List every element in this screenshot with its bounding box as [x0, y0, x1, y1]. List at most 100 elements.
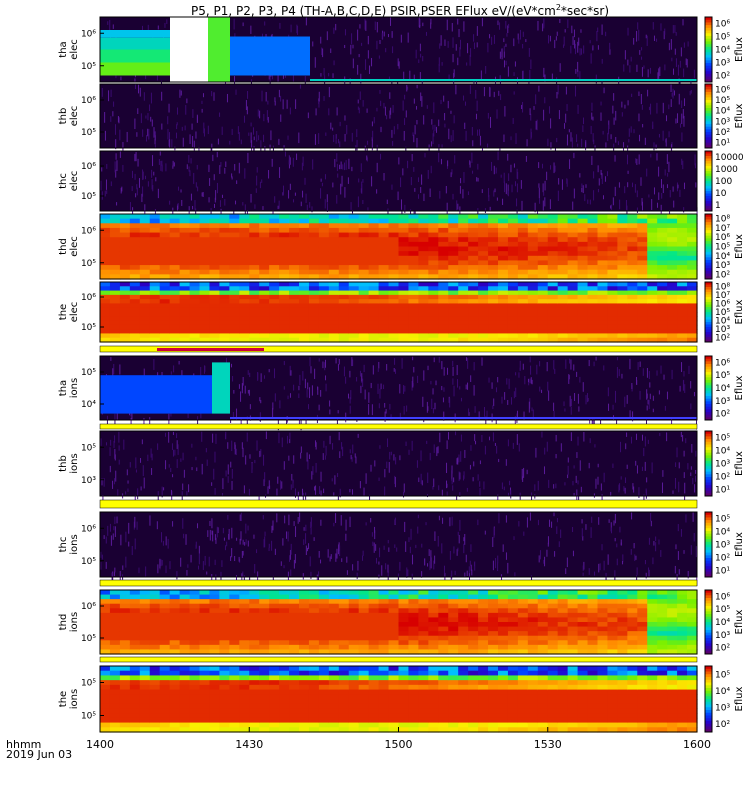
- spectrogram-cell: [547, 218, 559, 224]
- noise-speck: [211, 530, 213, 535]
- noise-speck: [326, 203, 328, 212]
- spectrogram-cell: [398, 246, 410, 252]
- noise-speck: [609, 42, 611, 50]
- noise-speck: [653, 187, 655, 195]
- spectrogram-cell: [398, 603, 410, 609]
- noise-speck: [417, 514, 419, 519]
- colorbar-segment: [705, 571, 712, 575]
- noise-speck: [558, 110, 560, 120]
- noise-speck: [161, 91, 163, 101]
- spectrogram-cell: [358, 307, 370, 313]
- noise-speck: [334, 475, 336, 485]
- spectrogram-cell: [229, 333, 240, 339]
- noise-speck: [459, 39, 461, 50]
- noise-speck: [513, 536, 515, 540]
- spectrogram-cell: [328, 299, 340, 305]
- spectrogram-cell: [219, 612, 230, 619]
- spectrogram-cell: [229, 282, 240, 287]
- noise-speck: [568, 129, 570, 133]
- noise-speck: [432, 133, 434, 145]
- noise-speck: [404, 118, 406, 126]
- noise-speck: [394, 475, 396, 484]
- spectrogram-cell: [328, 644, 340, 651]
- noise-speck: [649, 382, 651, 388]
- spectrogram-cell: [657, 274, 668, 280]
- noise-speck: [325, 132, 327, 136]
- spectrogram-cell: [169, 237, 181, 243]
- spectrogram-cell: [418, 631, 429, 637]
- colorbar-segment: [705, 257, 712, 261]
- spectrogram-cell: [527, 608, 539, 614]
- noise-speck: [441, 385, 443, 391]
- spectrogram-cell: [557, 251, 569, 257]
- spectrogram-cell: [199, 227, 211, 234]
- noise-speck: [446, 483, 448, 488]
- noise-speck: [493, 398, 495, 407]
- spectrogram-cell: [199, 251, 211, 257]
- noise-speck: [616, 543, 618, 548]
- spectrogram-cell: [607, 227, 618, 234]
- spectrogram-cell: [388, 603, 400, 609]
- noise-speck: [638, 487, 640, 498]
- spectrogram-cell: [507, 223, 519, 229]
- spectrogram-cell: [318, 337, 330, 343]
- spectrogram-cell: [438, 312, 449, 317]
- noise-speck: [446, 202, 448, 214]
- noise-speck: [135, 193, 137, 198]
- noise-speck: [345, 160, 347, 170]
- noise-speck: [259, 181, 261, 189]
- colorbar-segment: [705, 94, 712, 98]
- noise-speck: [152, 185, 154, 192]
- spectrogram-cell: [368, 294, 380, 300]
- spectrogram-cell: [547, 612, 559, 619]
- noise-speck: [293, 559, 295, 569]
- spectrogram-cell: [677, 303, 688, 309]
- noise-speck: [653, 540, 655, 546]
- spectrogram-cell: [488, 320, 499, 326]
- spectrogram-cell: [488, 282, 499, 287]
- spectrogram-cell: [159, 324, 171, 330]
- spectrogram-cell: [269, 333, 280, 339]
- noise-speck: [387, 571, 389, 580]
- noise-speck: [383, 31, 385, 37]
- spectrogram-cell: [100, 617, 111, 623]
- noise-speck: [289, 107, 291, 115]
- noise-speck: [352, 58, 354, 69]
- spectrogram-cell: [119, 612, 131, 619]
- spectrogram-cell: [398, 294, 410, 300]
- spectrogram-cell: [577, 251, 589, 257]
- noise-speck: [547, 381, 549, 392]
- noise-speck: [226, 93, 228, 103]
- spectrogram-cell: [637, 312, 648, 317]
- spectrogram-cell: [289, 603, 300, 609]
- spectrogram-cell: [617, 237, 628, 243]
- spectrogram-cell: [677, 223, 688, 229]
- spectrogram-cell: [159, 223, 171, 229]
- spectrogram-cell: [119, 590, 131, 596]
- spectrogram-cell: [100, 599, 111, 605]
- spectrogram-cell: [209, 644, 220, 651]
- spectrogram-cell: [607, 246, 618, 252]
- noise-speck: [304, 75, 306, 86]
- noise-speck: [638, 154, 640, 165]
- noise-speck: [624, 50, 626, 60]
- spectrogram-cell: [289, 608, 300, 614]
- spectrogram-cell: [677, 227, 688, 234]
- noise-speck: [205, 448, 207, 453]
- noise-speck: [203, 93, 205, 98]
- spectrogram-cell: [507, 612, 519, 619]
- noise-speck: [211, 143, 213, 151]
- noise-speck: [338, 542, 340, 552]
- noise-speck: [555, 483, 557, 489]
- spectrogram-cell: [398, 227, 410, 234]
- spectrogram-cell: [448, 622, 459, 628]
- noise-speck: [430, 550, 432, 562]
- noise-speck: [690, 381, 692, 389]
- spectrogram-cell: [169, 241, 181, 248]
- spectrogram-cell: [577, 214, 589, 220]
- noise-speck: [614, 186, 616, 197]
- noise-speck: [615, 110, 617, 121]
- noise-speck: [337, 173, 339, 178]
- noise-speck: [206, 459, 208, 466]
